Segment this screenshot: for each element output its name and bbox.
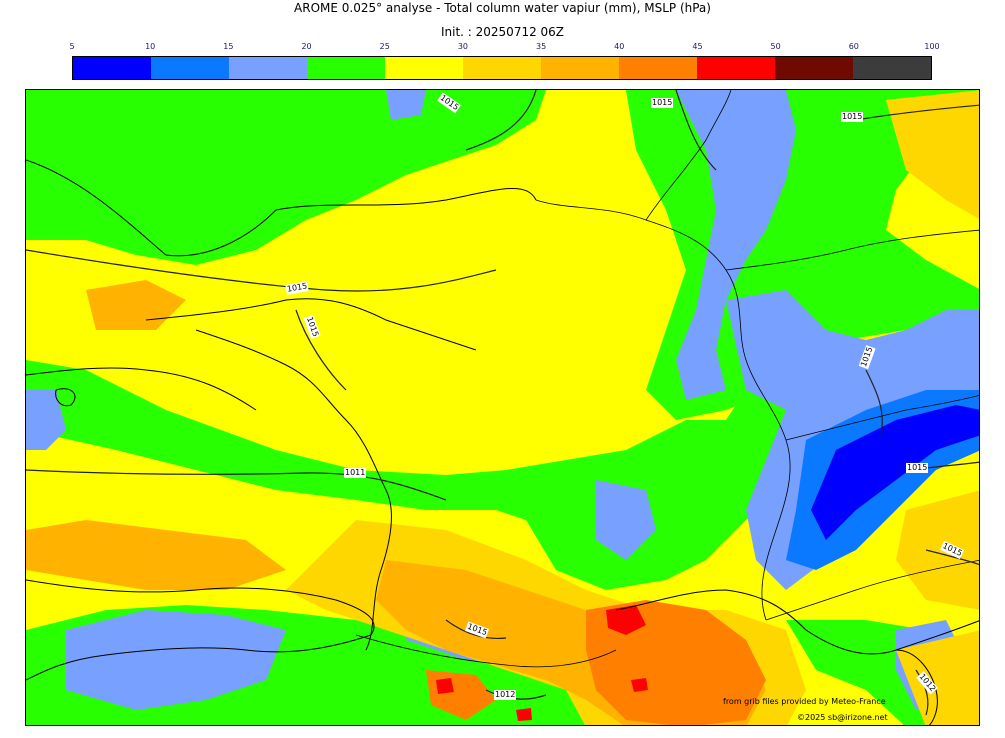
isobar-label: 1012: [494, 690, 517, 700]
color-scale-tick-label: 5: [69, 42, 75, 51]
color-scale-segment: [853, 57, 931, 79]
color-scale-segment: [619, 57, 697, 79]
color-scale-tick-label: 60: [848, 42, 859, 51]
color-scale-tick-label: 40: [614, 42, 625, 51]
color-scale-bar: [72, 56, 932, 80]
color-scale-tick-label: 50: [770, 42, 781, 51]
color-scale-segment: [775, 57, 853, 79]
isobars: [26, 90, 979, 716]
country-borders: [355, 90, 979, 668]
color-scale-tick-label: 10: [145, 42, 156, 51]
color-scale-segment: [151, 57, 229, 79]
color-scale-segment: [463, 57, 541, 79]
color-scale-tick-label: 45: [692, 42, 703, 51]
color-scale-segment: [697, 57, 775, 79]
color-scale-tick-label: 20: [301, 42, 312, 51]
color-scale-tick-label: 35: [535, 42, 547, 51]
init-time-label: Init. : 20250712 06Z: [440, 25, 565, 39]
color-scale-segment: [307, 57, 385, 79]
tcwv-45-50-areas: [436, 605, 648, 721]
color-scale-segment: [229, 57, 307, 79]
color-scale-tick-label: 25: [379, 42, 390, 51]
tcwv-30-45-areas: [26, 90, 979, 725]
isobar-label: 1015: [906, 463, 929, 473]
isobar-label: 1011: [344, 468, 367, 478]
isobar-label: 1015: [841, 112, 864, 122]
color-scale-segment: [385, 57, 463, 79]
isobar-label: 1015: [651, 98, 674, 108]
color-scale-tick-label: 15: [223, 42, 234, 51]
color-scale-tick-label: 100: [924, 42, 940, 51]
color-scale-segment: [541, 57, 619, 79]
map-canvas: [26, 90, 979, 725]
coastlines: [26, 159, 979, 725]
color-scale-segment: [73, 57, 151, 79]
data-source-credit: from grib files provided by Meteo-France: [723, 697, 886, 706]
color-scale-tick-label: 30: [457, 42, 468, 51]
copyright-credit: ©2025 sb@irizone.net: [797, 713, 888, 722]
chart-title: AROME 0.025° analyse - Total column wate…: [294, 1, 711, 15]
weather-map: 1015 1015 1015 1015 1015 1011 1015 1012 1015 1015…: [25, 89, 980, 726]
